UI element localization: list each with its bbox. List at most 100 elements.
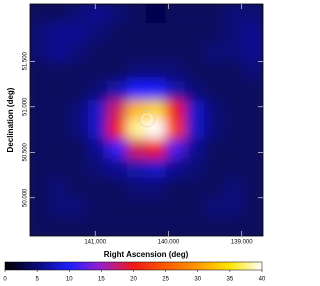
heatmap-cell bbox=[204, 216, 225, 236]
heatmap-cell bbox=[30, 119, 50, 140]
heatmap-cell bbox=[165, 177, 186, 198]
heatmap-cell bbox=[184, 216, 206, 236]
heatmap-cell bbox=[204, 138, 225, 160]
heatmap-cell bbox=[126, 100, 147, 121]
x-tick-label: 139.000 bbox=[231, 240, 253, 246]
heatmap-cell bbox=[87, 61, 109, 82]
heatmap-cells bbox=[30, 4, 263, 236]
colorbar-tick-label: 5 bbox=[35, 277, 39, 283]
heatmap-cell bbox=[30, 138, 50, 160]
heatmap-cell bbox=[87, 196, 109, 218]
x-tick-label: 141.000 bbox=[84, 240, 106, 246]
heatmap-cell bbox=[48, 119, 70, 140]
heatmap-cell bbox=[126, 119, 147, 140]
heatmap-cell bbox=[165, 216, 186, 236]
heatmap-cell bbox=[146, 42, 167, 63]
heatmap-cell bbox=[68, 42, 89, 63]
heatmap-cell bbox=[243, 42, 263, 63]
heatmap-cell bbox=[223, 42, 245, 63]
y-axis-label: Declination (deg) bbox=[6, 87, 15, 152]
heatmap-cell bbox=[223, 196, 245, 218]
colorbar bbox=[4, 261, 263, 271]
heatmap-cell bbox=[204, 158, 225, 179]
heatmap-cell bbox=[146, 22, 167, 44]
chart: Right Ascension (deg) Declination (deg) … bbox=[3, 3, 266, 283]
heatmap-cell bbox=[184, 196, 206, 218]
heatmap-cell bbox=[30, 177, 50, 198]
heatmap-cell bbox=[146, 61, 167, 82]
heatmap-cell bbox=[126, 216, 147, 236]
heatmap-cell bbox=[68, 80, 89, 102]
heatmap-cell bbox=[126, 138, 147, 160]
heatmap-cell bbox=[107, 138, 128, 160]
heatmap-cell bbox=[165, 61, 186, 82]
heatmap-cell bbox=[243, 22, 263, 44]
heatmap-cell bbox=[243, 158, 263, 179]
heatmap-cell bbox=[204, 61, 225, 82]
heatmap-cell bbox=[165, 196, 186, 218]
heatmap-cell bbox=[146, 216, 167, 236]
heatmap-cell bbox=[223, 80, 245, 102]
heatmap-cell bbox=[68, 119, 89, 140]
heatmap-cell bbox=[165, 158, 186, 179]
heatmap-cell bbox=[107, 119, 128, 140]
heatmap-cell bbox=[68, 216, 89, 236]
heatmap-cell bbox=[68, 61, 89, 82]
heatmap-cell bbox=[223, 4, 245, 24]
colorbar-tick-label: 0 bbox=[3, 277, 7, 283]
heatmap-cell bbox=[204, 100, 225, 121]
heatmap-cell bbox=[165, 4, 186, 24]
heatmap-cell bbox=[87, 80, 109, 102]
heatmap-cell bbox=[48, 216, 70, 236]
heatmap-cell bbox=[107, 196, 128, 218]
heatmap-cell bbox=[126, 196, 147, 218]
heatmap-cell bbox=[48, 158, 70, 179]
heatmap-cell bbox=[48, 61, 70, 82]
heatmap-cell bbox=[107, 80, 128, 102]
heatmap-cell bbox=[165, 100, 186, 121]
heatmap-cell bbox=[204, 4, 225, 24]
heatmap-cell bbox=[146, 80, 167, 102]
heatmap-cell bbox=[30, 196, 50, 218]
heatmap-cell bbox=[87, 42, 109, 63]
heatmap-cell bbox=[48, 177, 70, 198]
heatmap-cell bbox=[223, 177, 245, 198]
heatmap-cell bbox=[223, 216, 245, 236]
heatmap-cell bbox=[184, 158, 206, 179]
heatmap-cell bbox=[146, 177, 167, 198]
heatmap-cell bbox=[30, 42, 50, 63]
heatmap-cell bbox=[30, 158, 50, 179]
heatmap-cell bbox=[107, 100, 128, 121]
x-tick-label: 140.000 bbox=[158, 240, 180, 246]
heatmap-cell bbox=[184, 138, 206, 160]
heatmap-cell bbox=[126, 22, 147, 44]
heatmap-cell bbox=[184, 119, 206, 140]
colorbar-tick-label: 15 bbox=[98, 277, 105, 283]
heatmap-cell bbox=[223, 158, 245, 179]
heatmap-cell bbox=[223, 100, 245, 121]
heatmap-cell bbox=[30, 22, 50, 44]
colorbar-tick-label: 25 bbox=[162, 277, 169, 283]
heatmap-cell bbox=[165, 22, 186, 44]
heatmap-cell bbox=[223, 22, 245, 44]
colorbar-tick-label: 10 bbox=[66, 277, 73, 283]
heatmap-cell bbox=[165, 42, 186, 63]
heatmap-cell bbox=[204, 177, 225, 198]
heatmap-cell bbox=[223, 138, 245, 160]
heatmap-cell bbox=[146, 196, 167, 218]
heatmap-cell bbox=[126, 177, 147, 198]
source-circle bbox=[141, 113, 153, 125]
colorbar-tick-label: 20 bbox=[130, 277, 137, 283]
heatmap-cell bbox=[184, 177, 206, 198]
heatmap-cell bbox=[146, 158, 167, 179]
colorbar-tick-label: 35 bbox=[227, 277, 234, 283]
heatmap-cell bbox=[126, 80, 147, 102]
heatmap-cell bbox=[184, 100, 206, 121]
heatmap-cell bbox=[165, 119, 186, 140]
heatmap-cell bbox=[107, 177, 128, 198]
heatmap-cell bbox=[48, 22, 70, 44]
heatmap-cell bbox=[87, 216, 109, 236]
heatmap-cell bbox=[146, 138, 167, 160]
plot-frame bbox=[29, 3, 264, 237]
heatmap-cell bbox=[68, 158, 89, 179]
